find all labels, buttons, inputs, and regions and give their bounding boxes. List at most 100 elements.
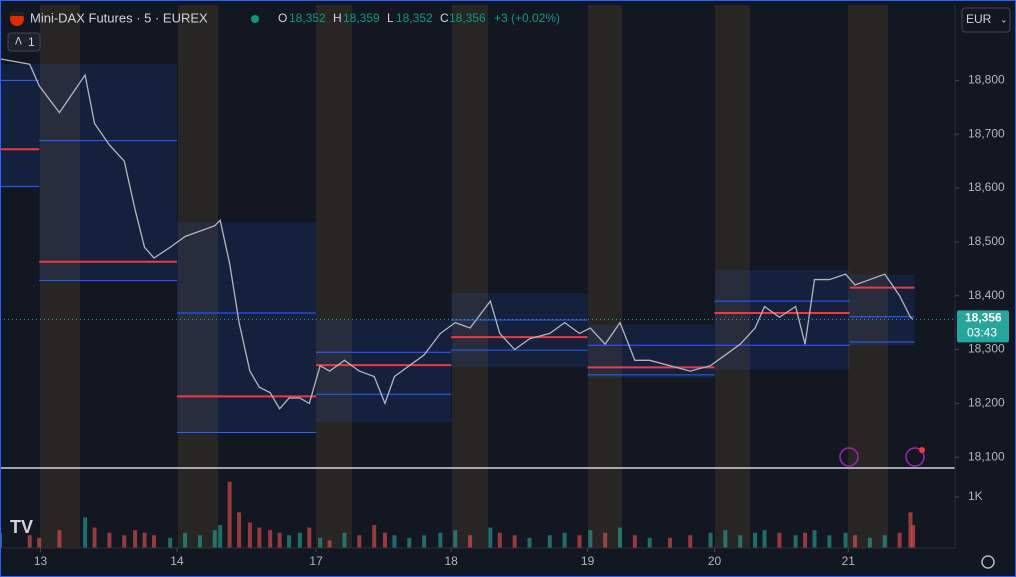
volume-bar bbox=[142, 532, 147, 548]
volume-bar bbox=[237, 512, 242, 548]
volume-bar bbox=[92, 527, 97, 548]
volume-bar bbox=[168, 537, 173, 548]
volume-bar bbox=[57, 530, 62, 548]
profile-box bbox=[587, 324, 715, 379]
flag-stripe bbox=[10, 12, 24, 16]
x-tick-label: 13 bbox=[34, 554, 48, 568]
volume-bar bbox=[588, 530, 593, 548]
volume-bar bbox=[762, 530, 767, 548]
indicator-count: 1 bbox=[28, 35, 35, 49]
volume-bar bbox=[562, 532, 567, 548]
change-value: +3 (+0.02%) bbox=[494, 11, 560, 25]
volume-bar bbox=[843, 532, 848, 548]
volume-bar bbox=[438, 532, 443, 548]
low-value: 18,352 bbox=[396, 11, 433, 25]
volume-bar bbox=[882, 535, 887, 548]
volume-bar bbox=[342, 532, 347, 548]
profile-box bbox=[451, 293, 588, 368]
volume-bar bbox=[407, 537, 412, 548]
high-label: H bbox=[333, 11, 342, 25]
volume-bar bbox=[133, 530, 138, 548]
volume-bar bbox=[793, 535, 798, 548]
volume-bar bbox=[853, 535, 858, 548]
volume-bar bbox=[753, 532, 758, 548]
logo[interactable]: TV bbox=[10, 517, 33, 537]
volume-bar bbox=[37, 537, 42, 548]
volume-bar bbox=[372, 525, 377, 548]
volume-bar bbox=[183, 532, 188, 548]
price-line bbox=[0, 58, 914, 410]
volume-bar bbox=[867, 537, 872, 548]
y-tick-label: 18,500 bbox=[968, 234, 1005, 248]
volume-bar bbox=[777, 532, 782, 548]
volume-bar bbox=[688, 535, 693, 548]
x-tick-label: 20 bbox=[708, 554, 722, 568]
volume-bar bbox=[212, 530, 217, 548]
volume-bar bbox=[318, 537, 323, 548]
volume-bar bbox=[488, 527, 493, 548]
premarket-band bbox=[848, 5, 888, 548]
open-value: 18,352 bbox=[289, 11, 326, 25]
volume-bar bbox=[453, 530, 458, 548]
volume-bar bbox=[527, 537, 532, 548]
volume-bar bbox=[667, 537, 672, 548]
premarket-band bbox=[715, 5, 750, 548]
collapse-button[interactable] bbox=[7, 32, 41, 52]
profile-box bbox=[849, 274, 915, 346]
open-label: O bbox=[278, 11, 287, 25]
volume-bar bbox=[382, 532, 387, 548]
volume-bar bbox=[908, 512, 913, 548]
volume-bar bbox=[897, 532, 902, 548]
market-status[interactable] bbox=[251, 15, 259, 23]
x-tick-label: 19 bbox=[581, 554, 595, 568]
premarket-band bbox=[178, 5, 218, 548]
profile-box bbox=[714, 269, 850, 371]
volume-bar bbox=[307, 527, 312, 548]
high-value: 18,359 bbox=[343, 11, 380, 25]
y-tick-label: 18,800 bbox=[968, 73, 1005, 87]
volume-bar bbox=[122, 535, 127, 548]
y-tick-label: 18,600 bbox=[968, 180, 1005, 194]
symbol-title[interactable]: Mini-DAX Futures · 5 · EUREX bbox=[30, 10, 208, 25]
x-tick-label: 18 bbox=[444, 554, 458, 568]
volume-bar bbox=[632, 535, 637, 548]
x-tick-label: 21 bbox=[842, 554, 856, 568]
y-tick-label: 18,300 bbox=[968, 342, 1005, 356]
volume-bar bbox=[512, 535, 517, 548]
volume-bar bbox=[497, 532, 502, 548]
y-tick-label: 18,100 bbox=[968, 449, 1005, 463]
volume-bar bbox=[327, 540, 332, 548]
alert-icon[interactable] bbox=[905, 447, 925, 467]
close-value: 18,356 bbox=[449, 11, 486, 25]
volume-bar bbox=[297, 532, 302, 548]
low-label: L bbox=[387, 11, 394, 25]
currency-button[interactable] bbox=[961, 7, 1011, 33]
volume-bar bbox=[227, 481, 232, 548]
event-icon[interactable] bbox=[839, 447, 859, 467]
last-price-tag bbox=[957, 310, 1009, 343]
volume-y-tick-label: 1K bbox=[968, 489, 983, 503]
volume-bar bbox=[911, 525, 916, 548]
volume-bar bbox=[618, 527, 623, 548]
settings-icon[interactable] bbox=[981, 555, 995, 569]
profile-box bbox=[0, 64, 40, 189]
session-shading bbox=[40, 5, 888, 548]
volume-bar bbox=[392, 535, 397, 548]
close-label: C bbox=[440, 11, 449, 25]
volume-bar bbox=[218, 525, 223, 548]
volume-bar bbox=[603, 532, 608, 548]
volume-bar bbox=[27, 535, 32, 548]
volume-bar bbox=[803, 532, 808, 548]
y-tick-label: 18,200 bbox=[968, 396, 1005, 410]
profile-box bbox=[316, 319, 452, 423]
volume-bar bbox=[827, 535, 832, 548]
volume-bar bbox=[577, 535, 582, 548]
collapse-arrow: ᐱ bbox=[15, 37, 22, 48]
volume-bar bbox=[723, 530, 728, 548]
legend-header: Mini-DAX Futures · 5 · EUREX O 18,352 H … bbox=[10, 10, 560, 26]
countdown: 03:43 bbox=[967, 326, 997, 340]
volume-bar bbox=[257, 527, 262, 548]
profile-box bbox=[39, 64, 177, 281]
